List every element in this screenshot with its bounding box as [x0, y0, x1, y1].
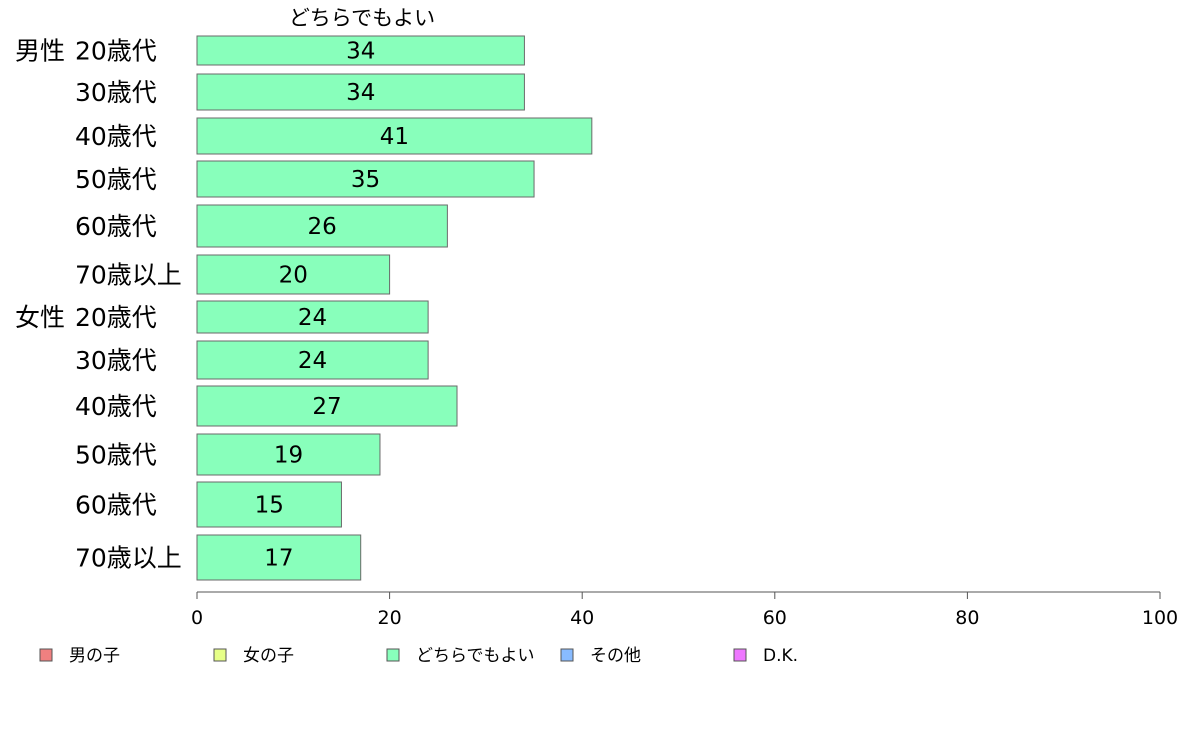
legend-swatch [560, 648, 574, 662]
bar [196, 534, 362, 581]
row-category-label: 50歳代 [75, 441, 157, 470]
legend-label: どちらでもよい [416, 646, 535, 666]
bar [196, 117, 593, 155]
bar-value-label: 26 [308, 214, 337, 240]
x-tick-label: 100 [1142, 607, 1178, 629]
bar-value-label: 15 [255, 493, 284, 519]
bar-value-label: 41 [380, 124, 409, 150]
bar [196, 433, 381, 476]
row-category-label: 50歳代 [75, 165, 157, 194]
bar-value-label: 35 [351, 167, 380, 193]
bar-value-label: 34 [346, 80, 375, 106]
bar-value-label: 19 [274, 443, 303, 469]
row-category-label: 70歳以上 [75, 261, 182, 290]
row-group-label: 男性 [15, 37, 65, 66]
bar [196, 73, 525, 111]
bar [196, 481, 342, 528]
bar [196, 254, 391, 295]
x-tick-label: 20 [378, 607, 402, 629]
bar-value-label: 24 [298, 348, 327, 374]
legend-swatch [213, 648, 227, 662]
bar [196, 340, 429, 380]
row-category-label: 60歳代 [75, 212, 157, 241]
bar [196, 160, 535, 198]
bar-value-label: 20 [279, 263, 308, 289]
legend-swatch [386, 648, 400, 662]
x-tick-label: 80 [955, 607, 979, 629]
row-category-label: 20歳代 [75, 303, 157, 332]
bar-value-label: 27 [312, 394, 341, 420]
x-tick-label: 0 [191, 607, 203, 629]
bar [196, 385, 458, 427]
legend-label: D.K. [763, 646, 798, 666]
bar [196, 204, 448, 248]
series-title: どちらでもよい [289, 6, 435, 30]
row-category-label: 20歳代 [75, 37, 157, 66]
row-group-label: 女性 [15, 303, 65, 332]
legend-label: 女の子 [243, 646, 294, 666]
bar-value-label: 17 [264, 546, 293, 572]
bars-group: 3420歳代男性3430歳代4140歳代3550歳代2660歳代2070歳以上2… [15, 35, 593, 581]
bar-value-label: 24 [298, 305, 327, 331]
row-category-label: 40歳代 [75, 392, 157, 421]
legend-label: 男の子 [69, 646, 120, 666]
legend-swatch [39, 648, 53, 662]
x-axis: 0 20 40 60 80 100 [191, 591, 1178, 629]
legend-label: その他 [590, 646, 641, 666]
row-category-label: 60歳代 [75, 491, 157, 520]
legend: 男の子 女の子 どちらでもよい その他 D.K. [39, 646, 798, 666]
bar-value-label: 34 [346, 39, 375, 65]
row-category-label: 40歳代 [75, 122, 157, 151]
legend-swatch [733, 648, 747, 662]
bar [196, 300, 429, 334]
row-category-label: 30歳代 [75, 78, 157, 107]
x-tick-label: 40 [570, 607, 594, 629]
bar [196, 35, 525, 66]
row-category-label: 70歳以上 [75, 544, 182, 573]
x-tick-label: 60 [763, 607, 787, 629]
row-category-label: 30歳代 [75, 346, 157, 375]
